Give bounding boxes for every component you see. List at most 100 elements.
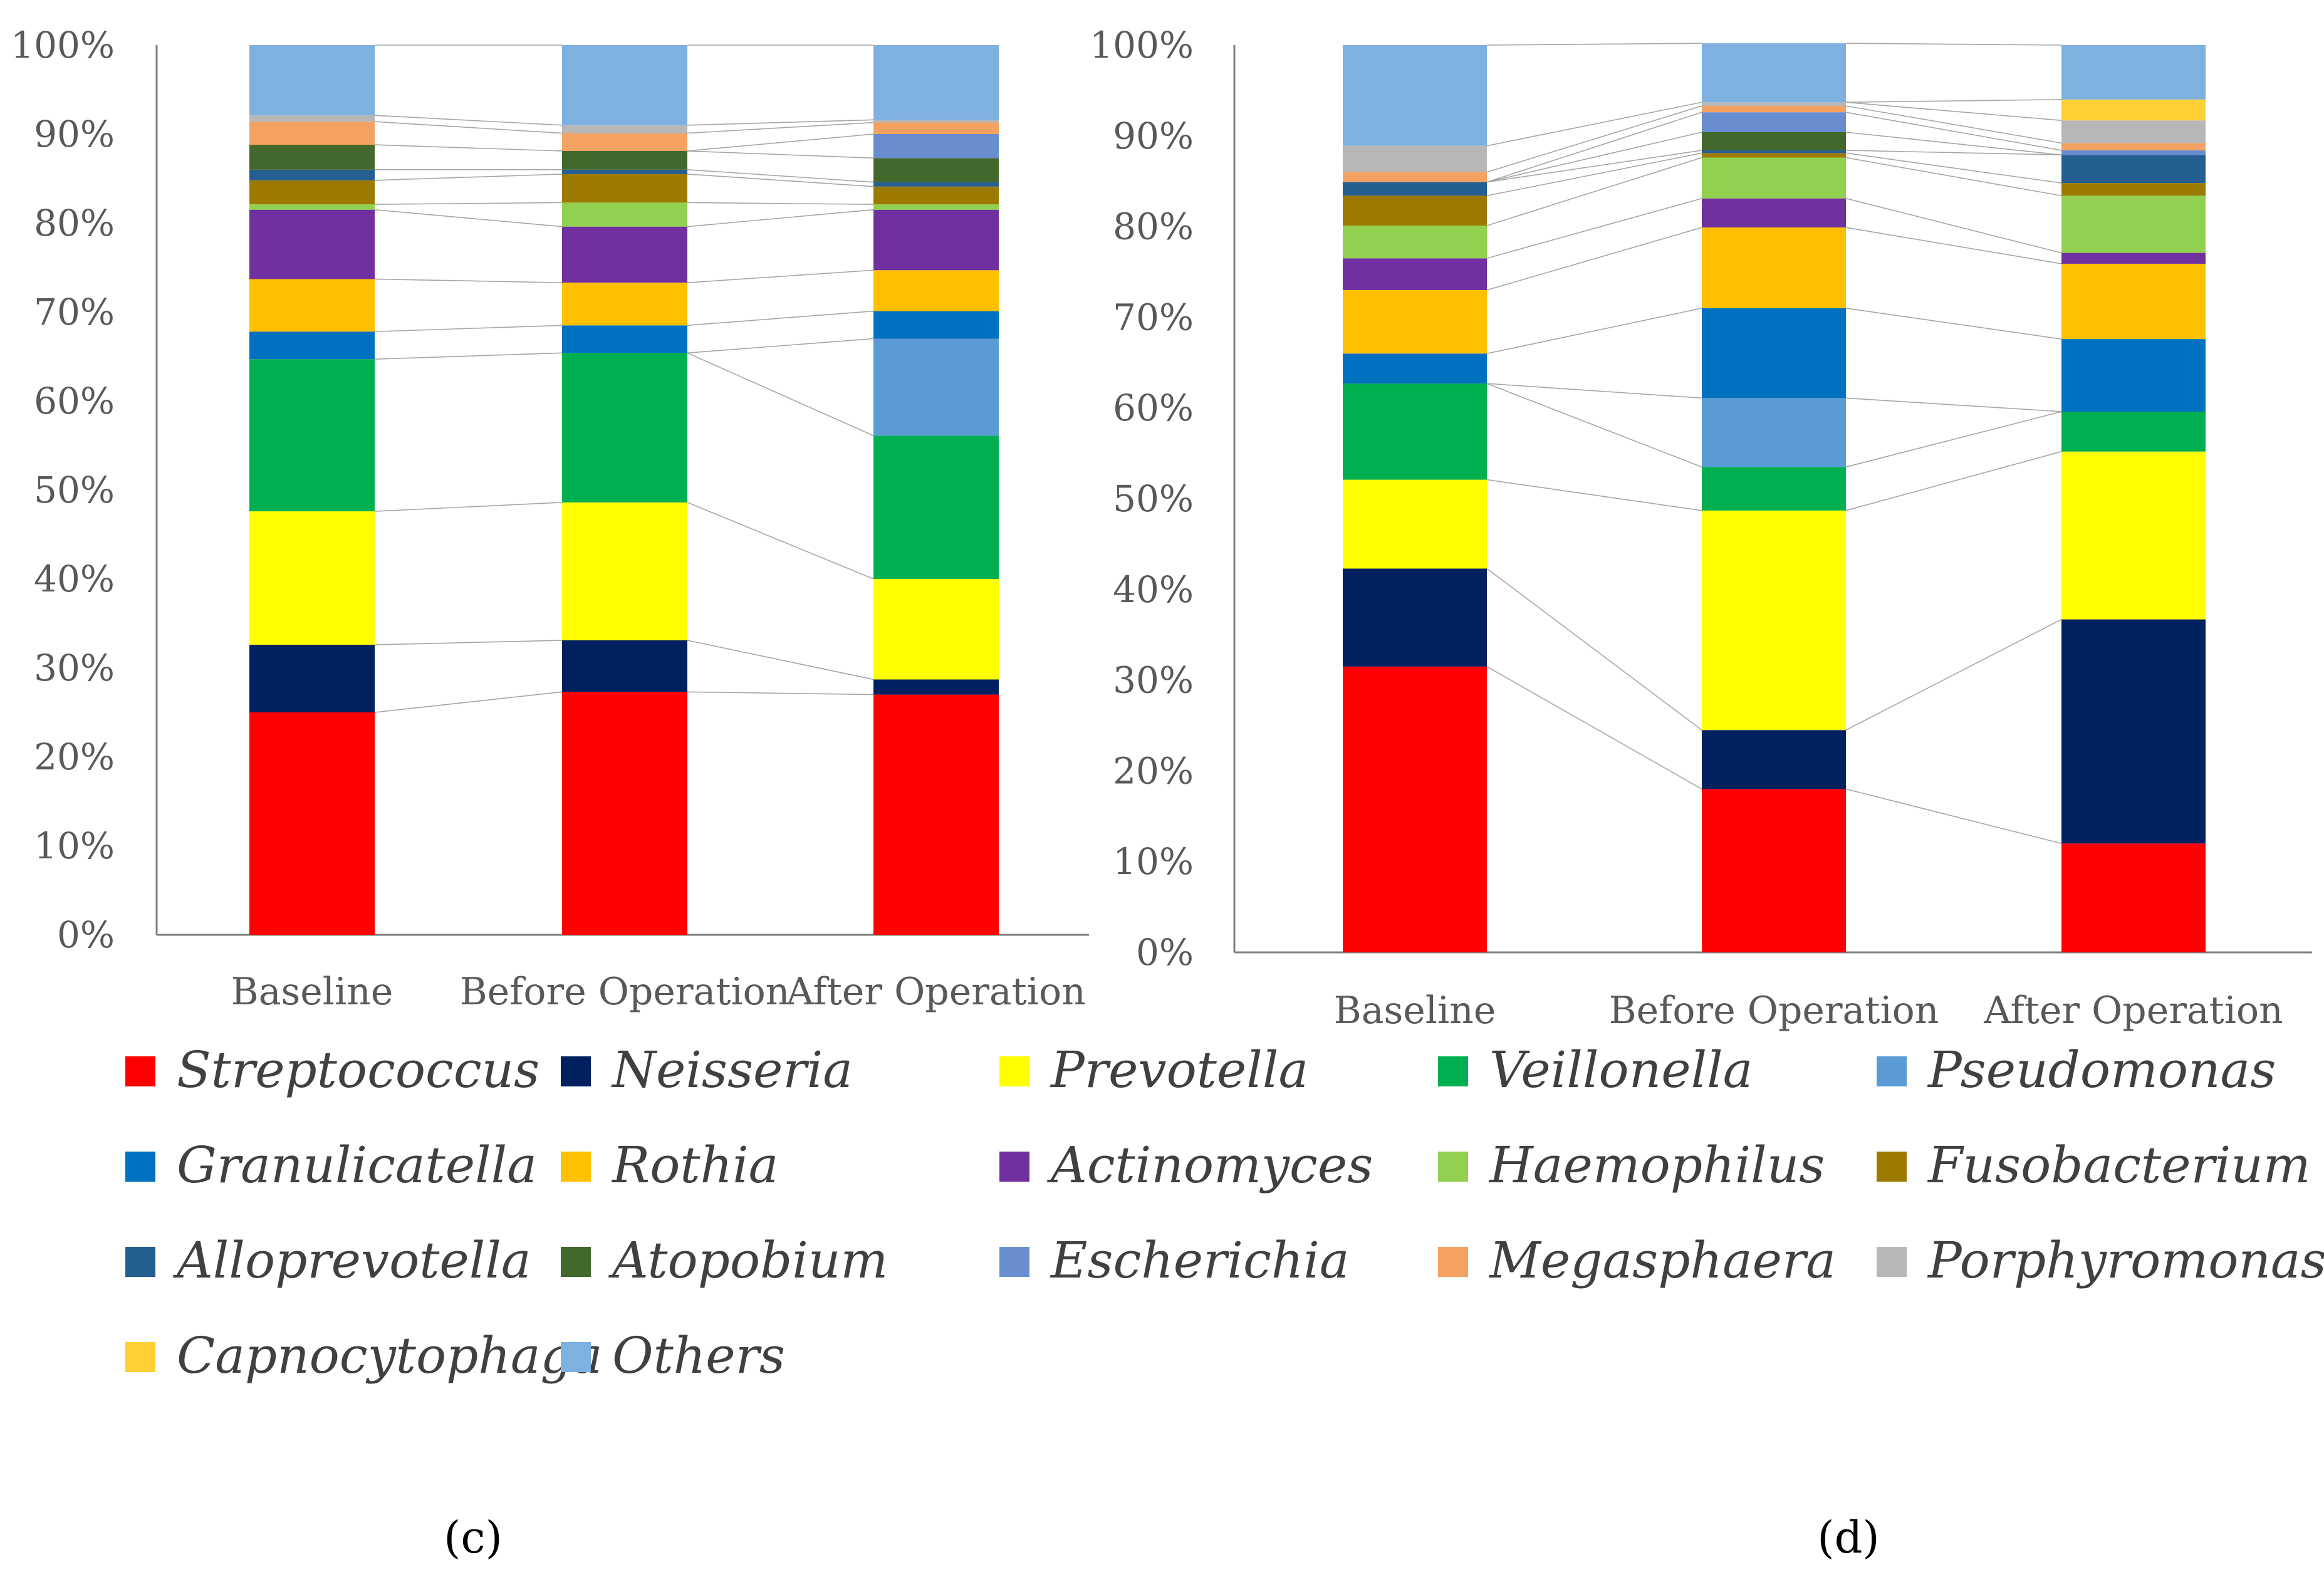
bar-segment-escherichia (873, 134, 999, 159)
connector-line-streptococcus (1845, 788, 2062, 845)
legend-label-veillonella: Veillonella (1489, 1041, 1753, 1099)
connector-lines (1486, 43, 2062, 845)
bar-segment-actinomyces (2061, 252, 2206, 264)
bar-segment-prevotella (2061, 451, 2206, 620)
legend-swatch-neisseria (561, 1056, 591, 1086)
connector-line-veillonella (687, 352, 874, 437)
connector-line-rothia (1845, 227, 2062, 264)
bar-segment-actinomyces (1702, 198, 1846, 228)
legend-label-granulicatella: Granulicatella (177, 1136, 537, 1194)
legend-swatch-granulicatella (125, 1152, 155, 1182)
y-tick-label: 50% (1113, 477, 1194, 520)
bar-segment-others (2061, 45, 2206, 100)
connector-line-porphyromonas (1486, 102, 1702, 147)
connector-line-streptococcus (687, 691, 874, 695)
bar-segment-pseudomonas (1702, 398, 1846, 467)
y-tick-label: 90% (1113, 115, 1194, 157)
connector-line-veillonella (1845, 411, 2062, 468)
y-tick-label: 10% (34, 825, 115, 867)
bar-segment-porphyromonas (2061, 120, 2206, 143)
connector-line-megasphaera (687, 122, 874, 134)
y-tick-label: 0% (1136, 931, 1194, 974)
bar-segment-streptococcus (249, 712, 375, 935)
bar-segment-others (1702, 43, 1846, 103)
legend-label-porphyromonas: Porphyromonas (1927, 1231, 2324, 1289)
connector-line-pseudomonas (1486, 383, 1702, 399)
legend-label-prevotella: Prevotella (1050, 1041, 1308, 1099)
connector-line-prevotella (1486, 479, 1702, 511)
legend-swatch-veillonella (1438, 1056, 1468, 1086)
legend-swatch-atopobium (561, 1247, 591, 1277)
connector-lines (374, 44, 874, 713)
connector-line-fusobacterium (1845, 152, 2062, 184)
connector-line-porphyromonas (374, 115, 563, 126)
connector-line-actinomyces (687, 209, 874, 227)
bar-segment-alloprevotella (1702, 150, 1846, 154)
bar-segment-others (249, 45, 375, 116)
bar-segment-neisseria (1702, 730, 1846, 789)
connector-line-prevotella (1845, 450, 2062, 511)
bar-segment-prevotella (1702, 510, 1846, 731)
y-tick-label: 40% (34, 558, 115, 600)
connector-line-capnocytophaga (1845, 99, 2062, 103)
bar-segment-megasphaera (249, 122, 375, 145)
connector-line-pseudomonas (687, 338, 874, 354)
bar-segment-others (873, 45, 999, 120)
bar-segment-rothia (2061, 263, 2206, 340)
bar-segment-haemophilus (873, 204, 999, 210)
bar-segment-alloprevotella (873, 182, 999, 187)
connector-line-escherichia (1845, 112, 2062, 151)
bar-segment-granulicatella (1343, 353, 1487, 384)
bar-segment-granulicatella (873, 311, 999, 339)
bar-segment-fusobacterium (873, 186, 999, 205)
connector-line-atopobium (687, 150, 874, 159)
bar-segment-alloprevotella (2061, 155, 2206, 184)
legend-swatch-pseudomonas (1877, 1056, 1907, 1086)
bar-segment-others (1343, 45, 1487, 146)
connector-line-haemophilus (374, 202, 563, 205)
chart-c: 0% 10% 20% 30% 40% 50% 60% 70% 80% 90% 100% Baselin… (11, 24, 1089, 1014)
legend-label-alloprevotella: Alloprevotella (172, 1231, 531, 1289)
connector-line-granulicatella (374, 325, 563, 333)
connector-line-veillonella (374, 352, 563, 360)
x-category-label: Before Operation (460, 970, 790, 1014)
bar-segment-atopobium (1702, 132, 1846, 150)
bar-segment-veillonella (1702, 467, 1846, 511)
bar-segment-rothia (873, 270, 999, 311)
bar-segment-fusobacterium (249, 180, 375, 205)
connector-line-porphyromonas (687, 119, 874, 126)
bar-segment-megasphaera (1343, 172, 1487, 182)
connector-line-fusobacterium (1486, 152, 1702, 197)
connector-line-others (1486, 43, 1702, 46)
bar-segment-actinomyces (1343, 258, 1487, 290)
connector-line-neisseria (1845, 618, 2062, 731)
y-tick-label: 20% (1113, 749, 1194, 792)
connector-line-porphyromonas (1845, 102, 2062, 121)
bar-segment-veillonella (249, 359, 375, 512)
connector-line-pseudomonas (1845, 397, 2062, 412)
legend-swatch-actinomyces (999, 1152, 1029, 1182)
bar-segment-haemophilus (1343, 226, 1487, 259)
y-tick-label: 40% (1113, 568, 1194, 611)
legend-label-others: Others (612, 1326, 785, 1385)
chart-d: 0% 10% 20% 30% 40% 50% 60% 70% 80% 90% 100% Baselin… (1090, 24, 2312, 1033)
bar-segment-actinomyces (249, 209, 375, 279)
legend-swatch-rothia (561, 1152, 591, 1182)
connector-line-prevotella (687, 502, 874, 580)
legend-swatch-streptococcus (125, 1056, 155, 1086)
bar-segment-escherichia (2061, 150, 2206, 155)
connector-line-fusobacterium (374, 174, 563, 181)
legend-label-atopobium: Atopobium (608, 1231, 888, 1289)
x-category-label: Baseline (231, 970, 393, 1014)
bar-segment-porphyromonas (1343, 145, 1487, 172)
legend-swatch-haemophilus (1438, 1152, 1468, 1182)
bar-segment-alloprevotella (1343, 182, 1487, 196)
legend-label-pseudomonas: Pseudomonas (1927, 1041, 2276, 1099)
y-tick-label: 30% (34, 647, 115, 689)
bar-segment-prevotella (873, 579, 999, 680)
bar-segment-haemophilus (2061, 195, 2206, 253)
connector-line-actinomyces (1845, 197, 2062, 254)
x-category-label: After Operation (1983, 989, 2283, 1033)
legend-swatch-escherichia (999, 1247, 1029, 1277)
bar-segment-porphyromonas (1702, 102, 1846, 107)
